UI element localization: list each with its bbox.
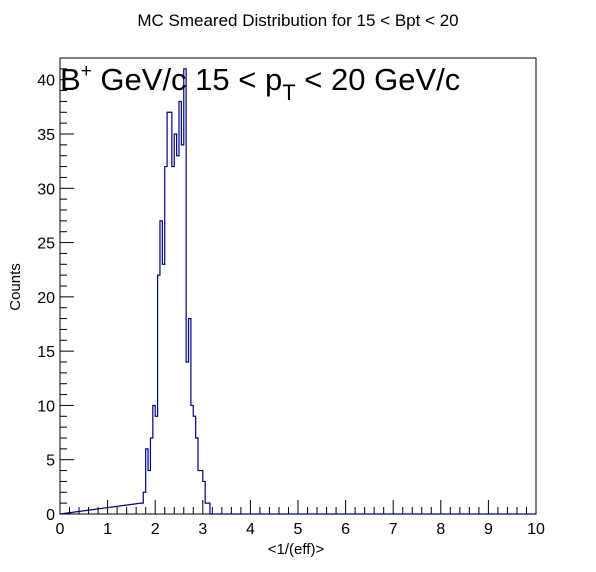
x-tick-label: 5 xyxy=(294,521,303,538)
x-tick-label: 1 xyxy=(103,521,112,538)
y-tick-label: 15 xyxy=(37,344,55,361)
y-tick-label: 40 xyxy=(37,73,55,90)
y-axis-ticks xyxy=(60,57,74,515)
x-tick-label: 4 xyxy=(246,521,255,538)
y-axis-label: Counts xyxy=(7,263,24,311)
annotation-particle: B xyxy=(60,62,81,97)
x-tick-label: 9 xyxy=(484,521,493,538)
y-tick-label: 25 xyxy=(37,236,55,253)
x-tick-label: 2 xyxy=(151,521,160,538)
x-tick-label: 7 xyxy=(389,521,398,538)
y-tick-label: 0 xyxy=(46,507,55,524)
annotation-text-2: < 20 GeV/c xyxy=(296,62,461,97)
x-axis-label: <1/(eff)> xyxy=(268,541,325,558)
x-axis-tick-labels: 0 1 2 3 4 5 6 7 8 9 10 xyxy=(56,521,545,538)
pt-range-annotation: B+ GeV/c 15 < pT < 20 GeV/c xyxy=(60,61,460,105)
x-tick-label: 8 xyxy=(436,521,445,538)
x-tick-label: 3 xyxy=(198,521,207,538)
x-tick-label: 0 xyxy=(56,521,65,538)
histogram-series-line xyxy=(59,68,536,515)
x-tick-label: 6 xyxy=(341,521,350,538)
y-tick-label: 35 xyxy=(37,127,55,144)
y-axis-tick-labels: 0 5 10 15 20 25 30 35 40 xyxy=(37,73,55,524)
annotation-subscript: T xyxy=(282,80,295,105)
x-axis-ticks xyxy=(59,500,537,514)
annotation-text-1: GeV/c 15 < p xyxy=(92,62,282,97)
plot-frame xyxy=(59,57,537,515)
y-tick-label: 10 xyxy=(37,398,55,415)
x-tick-label: 10 xyxy=(527,521,545,538)
annotation-charge: + xyxy=(81,61,92,82)
y-tick-label: 30 xyxy=(37,181,55,198)
y-tick-label: 20 xyxy=(37,290,55,307)
chart-title: MC Smeared Distribution for 15 < Bpt < 2… xyxy=(137,11,458,30)
y-tick-label: 5 xyxy=(46,453,55,470)
